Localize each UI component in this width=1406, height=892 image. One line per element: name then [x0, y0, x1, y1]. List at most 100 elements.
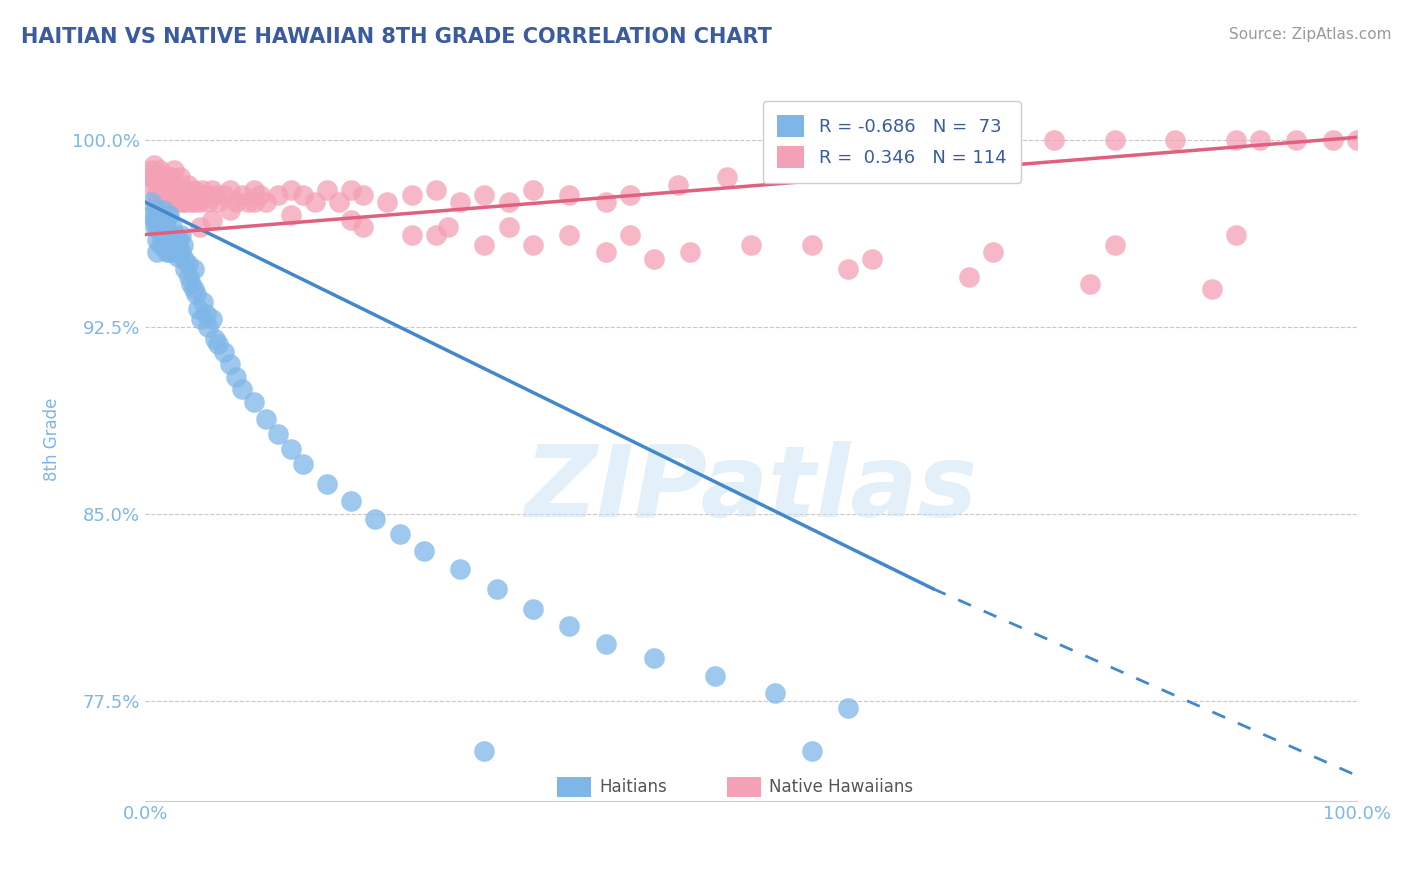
Point — [340, 212, 363, 227]
Point — [643, 252, 665, 267]
Point — [184, 195, 207, 210]
Point — [153, 237, 176, 252]
Point — [1104, 237, 1126, 252]
Point — [162, 195, 184, 210]
Point — [1225, 227, 1247, 242]
Point — [201, 183, 224, 197]
Point — [174, 195, 197, 210]
Point — [180, 195, 202, 210]
FancyBboxPatch shape — [557, 777, 591, 797]
Point — [145, 187, 167, 202]
Point — [249, 187, 271, 202]
Point — [149, 225, 172, 239]
Point — [157, 187, 180, 202]
Text: HAITIAN VS NATIVE HAWAIIAN 8TH GRADE CORRELATION CHART: HAITIAN VS NATIVE HAWAIIAN 8TH GRADE COR… — [21, 27, 772, 46]
Point — [340, 183, 363, 197]
Point — [146, 195, 169, 210]
Point — [173, 252, 195, 267]
Text: ZIPatlas: ZIPatlas — [524, 442, 977, 538]
Point — [522, 237, 544, 252]
Point — [156, 170, 179, 185]
Point — [167, 183, 190, 197]
Point — [328, 195, 350, 210]
Point — [152, 233, 174, 247]
Point — [160, 183, 183, 197]
Y-axis label: 8th Grade: 8th Grade — [44, 397, 60, 481]
Point — [160, 220, 183, 235]
Point — [146, 208, 169, 222]
Point — [166, 250, 188, 264]
Point — [315, 183, 337, 197]
Point — [165, 227, 187, 242]
Point — [315, 477, 337, 491]
Point — [619, 187, 641, 202]
Point — [800, 237, 823, 252]
Point — [860, 153, 883, 167]
Point — [146, 220, 169, 235]
Point — [291, 187, 314, 202]
Point — [188, 195, 211, 210]
Point — [173, 183, 195, 197]
Point — [219, 202, 242, 217]
Point — [153, 183, 176, 197]
Point — [163, 245, 186, 260]
Point — [1164, 133, 1187, 147]
Point — [716, 170, 738, 185]
Point — [522, 601, 544, 615]
Point — [204, 332, 226, 346]
Point — [763, 686, 786, 700]
Point — [474, 744, 496, 758]
Point — [558, 187, 581, 202]
Point — [558, 227, 581, 242]
Point — [197, 195, 219, 210]
Point — [267, 187, 290, 202]
Point — [983, 137, 1005, 152]
Point — [157, 208, 180, 222]
Point — [150, 187, 173, 202]
Point — [498, 220, 520, 235]
Point — [280, 442, 302, 456]
Point — [243, 394, 266, 409]
Point — [1346, 133, 1368, 147]
Point — [1322, 133, 1344, 147]
Point — [595, 195, 617, 210]
Point — [165, 178, 187, 192]
Point — [177, 269, 200, 284]
Point — [139, 170, 162, 185]
Point — [193, 294, 215, 309]
Point — [176, 257, 198, 271]
Point — [740, 237, 762, 252]
Point — [352, 187, 374, 202]
Point — [145, 202, 167, 217]
Point — [170, 245, 193, 260]
Point — [957, 269, 980, 284]
Point — [212, 344, 235, 359]
Point — [364, 512, 387, 526]
Point — [141, 178, 163, 192]
Point — [170, 187, 193, 202]
Point — [157, 208, 180, 222]
Point — [159, 170, 181, 185]
Point — [146, 233, 169, 247]
Point — [157, 227, 180, 242]
Point — [204, 187, 226, 202]
Point — [183, 282, 205, 296]
Point — [172, 195, 194, 210]
Point — [1201, 282, 1223, 296]
Point — [498, 195, 520, 210]
Point — [219, 183, 242, 197]
Point — [800, 744, 823, 758]
Point — [180, 277, 202, 292]
Point — [401, 227, 423, 242]
Point — [643, 651, 665, 665]
Point — [595, 636, 617, 650]
Point — [162, 233, 184, 247]
Text: Source: ZipAtlas.com: Source: ZipAtlas.com — [1229, 27, 1392, 42]
Point — [166, 195, 188, 210]
Point — [340, 494, 363, 508]
Point — [184, 287, 207, 301]
Point — [142, 212, 165, 227]
Point — [190, 312, 212, 326]
Point — [174, 262, 197, 277]
Point — [236, 195, 259, 210]
